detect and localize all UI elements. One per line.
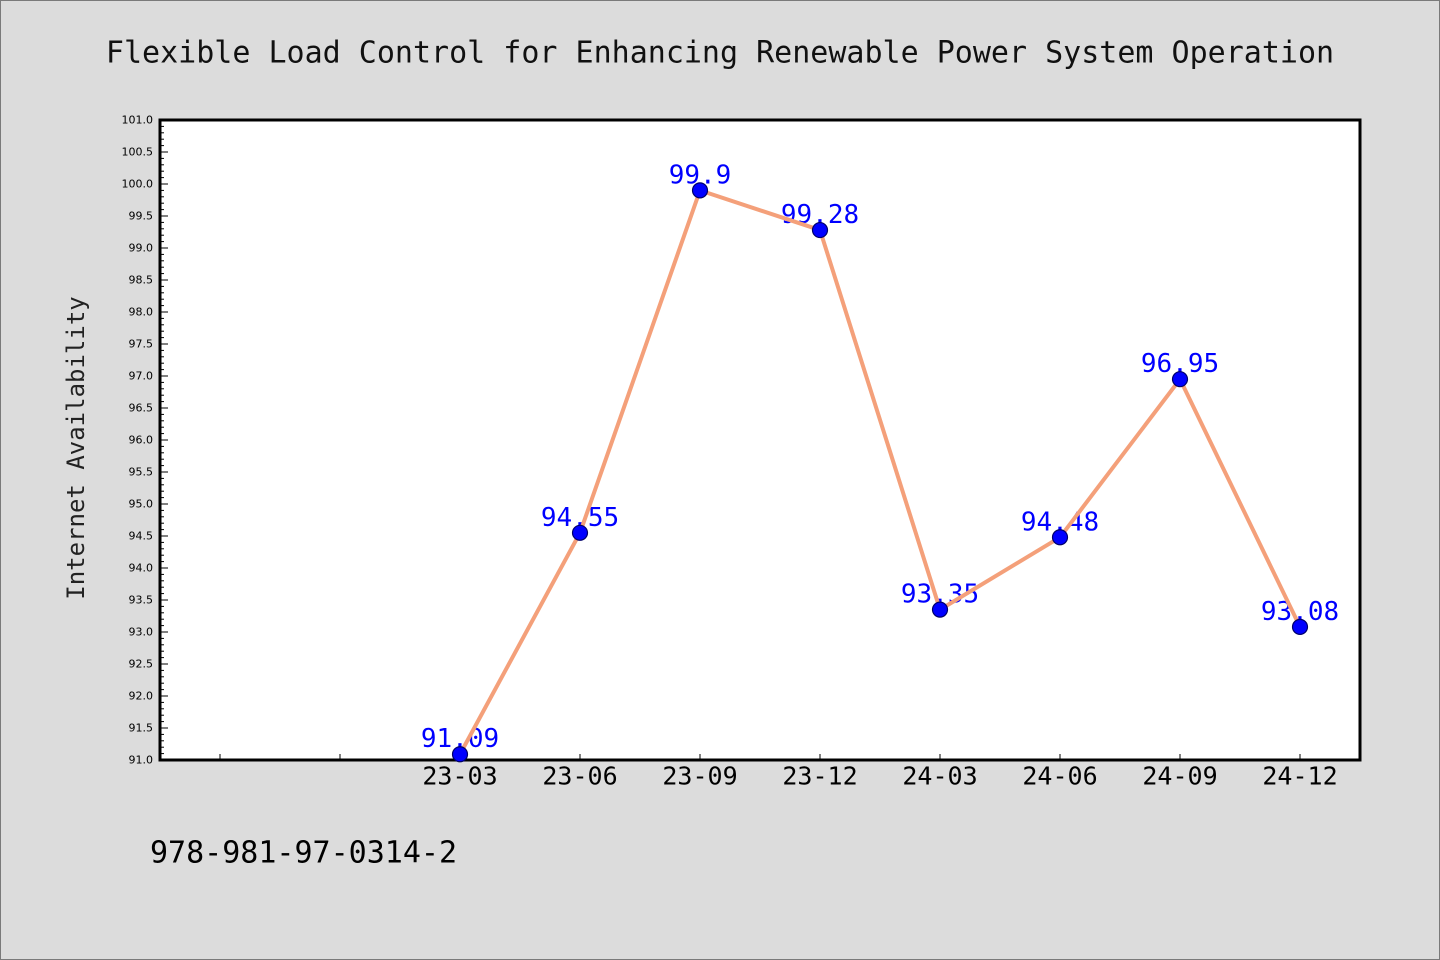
y-tick-label: 98.5 bbox=[129, 274, 154, 287]
y-tick-label: 96.5 bbox=[129, 402, 154, 415]
data-point bbox=[451, 746, 469, 763]
y-tick-label: 92.5 bbox=[129, 658, 154, 671]
y-tick-label: 95.0 bbox=[129, 498, 154, 511]
chart-title: Flexible Load Control for Enhancing Rene… bbox=[106, 36, 1334, 71]
x-tick-label: 23-06 bbox=[542, 762, 617, 791]
x-tick-label: 23-03 bbox=[422, 762, 497, 791]
data-point bbox=[1291, 618, 1309, 635]
series-line bbox=[458, 188, 1302, 757]
data-point bbox=[1051, 529, 1069, 546]
plot-area bbox=[158, 118, 1362, 762]
y-tick-label: 92.0 bbox=[129, 690, 154, 703]
y-tick-label: 101.0 bbox=[122, 114, 154, 127]
y-tick-label: 97.0 bbox=[129, 370, 154, 383]
x-tick-label: 23-12 bbox=[782, 762, 857, 791]
y-axis: 91.0 91.5 92.0 92.5 93.0 93.5 94.0 94.5 95.0 95.5… bbox=[122, 114, 168, 767]
x-tick-label: 23-09 bbox=[662, 762, 737, 791]
y-tick-label: 93.5 bbox=[129, 594, 154, 607]
x-axis: 23-03 23-06 23-09 23-12 24-03 24-06 24-09 24-12 bbox=[219, 754, 1338, 791]
y-tick-label: 91.5 bbox=[129, 722, 154, 735]
y-tick-label: 99.5 bbox=[129, 210, 154, 223]
y-tick-label: 96.0 bbox=[129, 434, 154, 447]
isbn-footer: 978-981-97-0314-2 bbox=[150, 836, 457, 871]
data-point bbox=[931, 601, 949, 618]
x-tick-label: 24-09 bbox=[1142, 762, 1217, 791]
x-tick-label: 24-12 bbox=[1262, 762, 1337, 791]
y-tick-label: 95.5 bbox=[129, 466, 154, 479]
y-tick-label: 97.5 bbox=[129, 338, 154, 351]
data-point bbox=[1171, 371, 1189, 388]
y-axis-label: Internet Availability bbox=[62, 296, 90, 599]
data-point bbox=[571, 524, 589, 541]
series-group bbox=[451, 182, 1309, 763]
x-tick-label: 24-06 bbox=[1022, 762, 1097, 791]
y-tick-label: 100.0 bbox=[122, 178, 154, 191]
y-tick-label: 94.5 bbox=[129, 530, 154, 543]
y-tick-label: 93.0 bbox=[129, 626, 154, 639]
data-point bbox=[811, 221, 829, 239]
x-tick-label: 24-03 bbox=[902, 762, 977, 791]
y-tick-label: 99.0 bbox=[129, 242, 154, 255]
data-point bbox=[691, 182, 709, 199]
y-tick-label: 91.0 bbox=[129, 754, 154, 767]
y-tick-label: 94.0 bbox=[129, 562, 154, 575]
y-tick-label: 98.0 bbox=[129, 306, 154, 319]
y-tick-label: 100.5 bbox=[122, 146, 154, 159]
